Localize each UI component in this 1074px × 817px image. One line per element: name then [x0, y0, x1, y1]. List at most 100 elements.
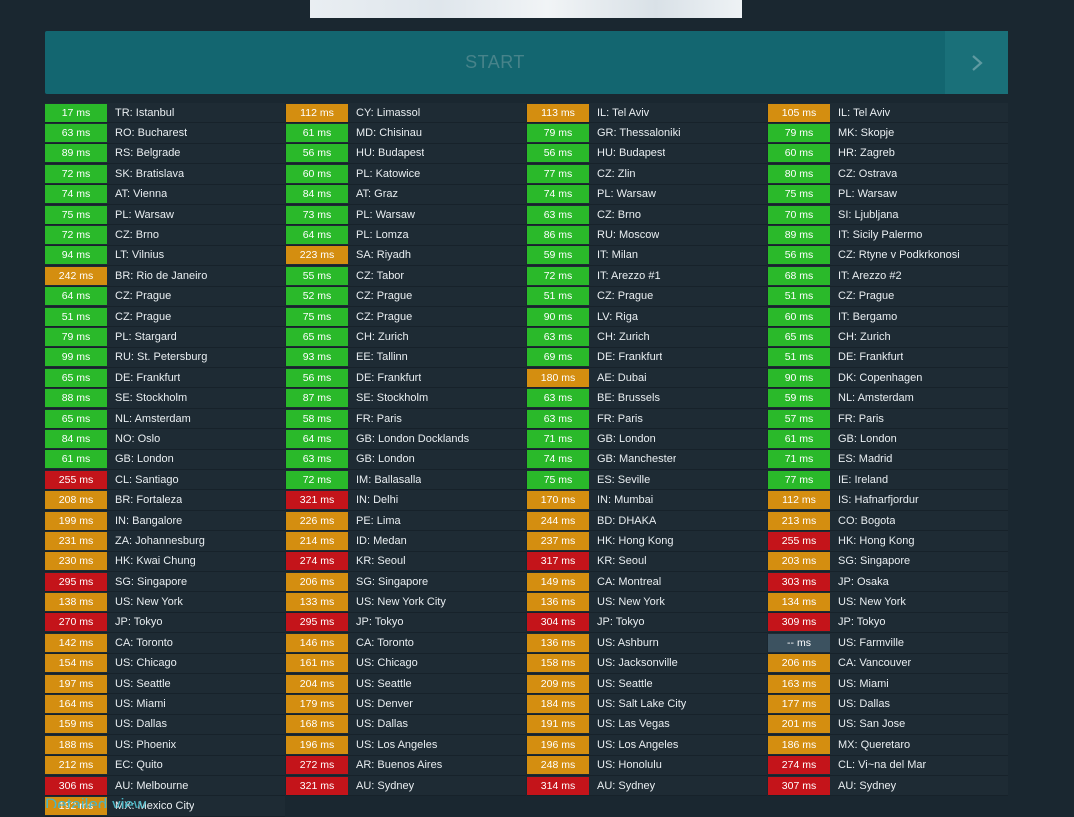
ping-badge: 188 ms [45, 735, 107, 754]
server-row: 197 ms US: Seattle [45, 673, 285, 695]
server-location: AU: Melbourne [115, 779, 189, 792]
ping-badge: 56 ms [286, 368, 348, 387]
server-row: 57 ms FR: Paris [768, 408, 1008, 430]
server-location: ES: Seville [597, 473, 651, 486]
server-row: 90 ms LV: Riga [527, 306, 767, 328]
server-row: 226 ms PE: Lima [286, 510, 526, 532]
next-button[interactable] [945, 31, 1008, 94]
server-row: 84 ms NO: Oslo [45, 429, 285, 450]
server-location: HK: Hong Kong [597, 534, 674, 547]
ping-badge: 69 ms [527, 348, 589, 367]
server-row: 177 ms US: Dallas [768, 694, 1008, 715]
ping-badge: 65 ms [286, 327, 348, 346]
server-row: 68 ms IT: Arezzo #2 [768, 266, 1008, 287]
ping-badge: 274 ms [768, 756, 830, 775]
ping-badge: 79 ms [527, 124, 589, 143]
ping-badge: 180 ms [527, 368, 589, 387]
detailed-view-link[interactable]: Detailed view [45, 795, 147, 808]
ping-badge: 61 ms [286, 124, 348, 143]
ping-badge: 89 ms [45, 144, 107, 163]
server-location: SG: Singapore [838, 555, 911, 568]
server-row: 204 ms US: Seattle [286, 673, 526, 695]
server-row: 272 ms AR: Buenos Aires [286, 755, 526, 776]
server-location: JP: Tokyo [838, 616, 886, 629]
server-location: MD: Chisinau [356, 127, 423, 140]
ping-badge: 72 ms [286, 470, 348, 489]
server-column-3: 113 ms IL: Tel Aviv 79 ms GR: Thessaloniki 5… [527, 103, 767, 797]
ping-badge: 79 ms [45, 327, 107, 346]
ping-badge: 74 ms [527, 185, 589, 204]
server-location: IT: Arezzo #2 [838, 269, 902, 282]
server-location: CZ: Rtyne v Podkrkonosi [838, 249, 960, 262]
server-row: 79 ms GR: Thessaloniki [527, 123, 767, 144]
server-row: -- ms US: Farmville [768, 633, 1008, 654]
ping-badge: 63 ms [527, 409, 589, 428]
server-location: US: San Jose [838, 718, 906, 731]
ping-badge: 142 ms [45, 633, 107, 652]
server-row: 88 ms SE: Stockholm [45, 388, 285, 409]
ping-badge: 272 ms [286, 756, 348, 775]
ping-badge: 136 ms [527, 633, 589, 652]
server-row: 71 ms GB: London [527, 429, 767, 450]
server-location: CZ: Prague [356, 310, 413, 323]
map-image-strip [310, 0, 742, 18]
server-location: US: Dallas [838, 698, 890, 711]
server-location: PE: Lima [356, 514, 401, 527]
server-location: US: Chicago [356, 657, 418, 670]
server-row: 138 ms US: New York [45, 592, 285, 613]
server-location: CZ: Prague [115, 310, 172, 323]
ping-badge: 317 ms [527, 552, 589, 571]
ping-badge: 90 ms [768, 368, 830, 387]
server-location: CZ: Brno [597, 208, 642, 221]
ping-badge: 93 ms [286, 348, 348, 367]
server-row: 51 ms CZ: Prague [768, 286, 1008, 307]
ping-badge: 89 ms [768, 226, 830, 245]
server-row: 321 ms AU: Sydney [286, 775, 526, 797]
server-row: 75 ms PL: Warsaw [768, 184, 1008, 205]
ping-badge: 170 ms [527, 491, 589, 510]
ping-badge: 65 ms [768, 327, 830, 346]
server-row: 74 ms GB: Manchester [527, 449, 767, 471]
server-location: CA: Montreal [597, 575, 662, 588]
server-row: 208 ms BR: Fortaleza [45, 490, 285, 511]
ping-badge: 57 ms [768, 409, 830, 428]
server-location: BR: Rio de Janeiro [115, 269, 208, 282]
ping-badge: 80 ms [768, 164, 830, 183]
server-row: 304 ms JP: Tokyo [527, 612, 767, 634]
server-location: US: Phoenix [115, 738, 177, 751]
start-button[interactable]: START [465, 52, 525, 72]
server-row: 77 ms CZ: Zlin [527, 164, 767, 185]
server-location: PL: Warsaw [838, 188, 897, 201]
ping-badge: 307 ms [768, 776, 830, 795]
server-row: 201 ms US: San Jose [768, 714, 1008, 736]
server-location: US: Los Angeles [356, 738, 438, 751]
server-row: 303 ms JP: Osaka [768, 571, 1008, 593]
server-column-4: 105 ms IL: Tel Aviv 79 ms MK: Skopje 60 ms HR… [768, 103, 1008, 797]
ping-badge: 196 ms [527, 735, 589, 754]
server-row: 65 ms CH: Zurich [286, 327, 526, 348]
server-row: 84 ms AT: Graz [286, 184, 526, 205]
ping-badge: 70 ms [768, 205, 830, 224]
ping-badge: 179 ms [286, 695, 348, 714]
ping-badge: 65 ms [45, 368, 107, 387]
ping-badge: 177 ms [768, 695, 830, 714]
server-row: 60 ms HR: Zagreb [768, 143, 1008, 165]
ping-badge: 71 ms [768, 450, 830, 469]
chevron-right-icon [971, 54, 983, 71]
server-location: HU: Budapest [356, 147, 425, 160]
server-row: 79 ms MK: Skopje [768, 123, 1008, 144]
server-row: 113 ms IL: Tel Aviv [527, 103, 767, 124]
server-row: 136 ms US: Ashburn [527, 633, 767, 654]
start-bar: START [45, 31, 1008, 94]
server-row: 255 ms CL: Santiago [45, 470, 285, 491]
server-location: PL: Warsaw [597, 188, 656, 201]
ping-badge: 208 ms [45, 491, 107, 510]
server-row: 86 ms RU: Moscow [527, 225, 767, 246]
server-location: AR: Buenos Aires [356, 759, 443, 772]
server-row: 63 ms CZ: Brno [527, 204, 767, 226]
ping-badge: 146 ms [286, 633, 348, 652]
server-row: 59 ms NL: Amsterdam [768, 388, 1008, 409]
ping-badge: 60 ms [768, 307, 830, 326]
server-row: 55 ms CZ: Tabor [286, 266, 526, 287]
server-row: 274 ms KR: Seoul [286, 551, 526, 572]
